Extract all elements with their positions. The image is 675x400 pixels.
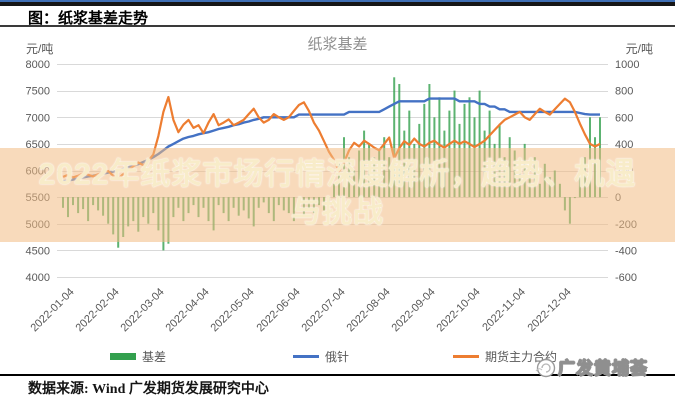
svg-text:7500: 7500 [26,86,50,98]
svg-text:1000: 1000 [615,59,639,71]
logo-text: 广发黄埔荟 [558,359,648,379]
svg-text:600: 600 [615,112,633,124]
svg-text:4500: 4500 [26,245,50,257]
footer-divider [0,374,675,376]
futures-line-swatch-icon [453,354,479,358]
svg-text:8000: 8000 [26,59,50,71]
svg-text:-600: -600 [615,272,637,284]
figure-caption: 图：纸浆基差走势 [28,11,149,27]
watermark-line1: 2022年纸浆市场行情深度解析，趋势、机遇 [38,158,637,191]
brand-logo: 广发黄埔荟 [534,354,648,379]
legend-item-futures: 期货主力合约 [453,349,558,364]
data-source: 数据来源: Wind 广发期货发展研究中心 [28,382,269,397]
chart-title: 纸浆基差 [307,36,368,53]
legend-label: 基差 [142,349,167,364]
swirl-logo-icon [535,358,556,377]
svg-text:-400: -400 [615,245,637,257]
legend-item-basis: 基差 [110,349,167,364]
svg-text:7000: 7000 [26,112,50,124]
legend-label: 俄针 [325,349,350,364]
top-blue-rule [0,0,675,2]
right-axis-unit: 元/吨 [625,42,653,56]
top-black-rule [0,2,675,6]
basis-swatch-icon [110,352,136,360]
legend-item-spot: 俄针 [293,349,350,364]
watermark-headline: 2022年纸浆市场行情深度解析，趋势、机遇 与挑战 [0,156,675,232]
caption-divider [0,25,675,27]
svg-text:400: 400 [615,139,633,151]
spot-line-swatch-icon [293,354,319,358]
legend-label: 期货主力合约 [485,349,558,364]
svg-text:800: 800 [615,86,633,98]
svg-text:4000: 4000 [26,272,50,284]
watermark-band [0,148,675,242]
svg-text:6500: 6500 [26,139,50,151]
watermark-line2: 与挑战 [291,196,384,229]
left-axis-unit: 元/吨 [26,42,54,56]
